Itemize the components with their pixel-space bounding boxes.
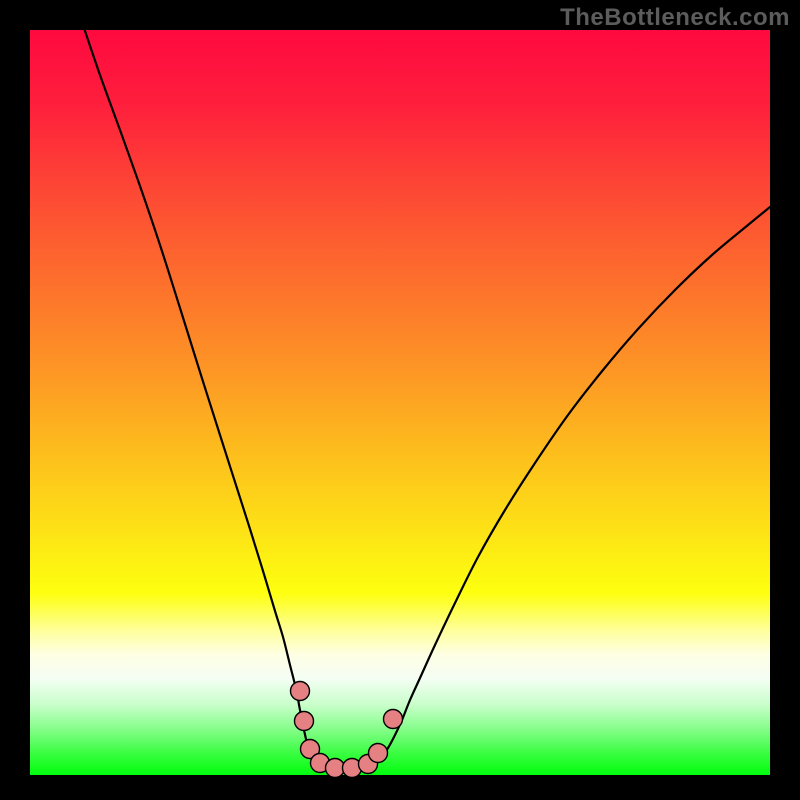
plot-background <box>30 30 770 775</box>
curve-marker <box>384 710 403 729</box>
watermark-text: TheBottleneck.com <box>560 4 790 32</box>
curve-marker <box>326 759 345 778</box>
chart-svg <box>0 0 800 800</box>
chart-canvas: TheBottleneck.com <box>0 0 800 800</box>
curve-marker <box>291 682 310 701</box>
curve-marker <box>295 712 314 731</box>
curve-marker <box>369 744 388 763</box>
